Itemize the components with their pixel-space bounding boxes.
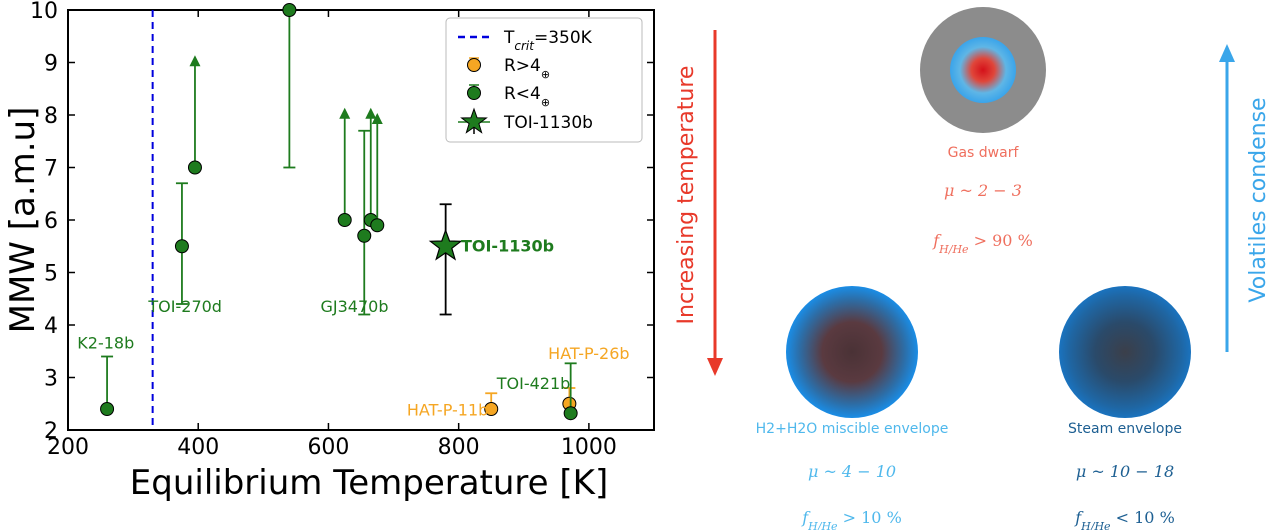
data-point-marker	[357, 228, 372, 243]
point-annotation: TOI-270d	[147, 297, 222, 316]
point-annotation: HAT-P-26b	[548, 344, 629, 363]
mmw-scatter-chart: 200 400 600 800 1000 2 3 4 5 6 7 8 9 10 K2-18b TOI-270…	[3, 0, 655, 503]
legend-large-marker	[467, 58, 481, 72]
data-point-limit-arrow	[365, 107, 377, 119]
y-tick-label: 10	[30, 0, 58, 24]
x-tick-label: 1000	[561, 435, 617, 460]
y-tick-label: 2	[44, 419, 58, 444]
legend-small-label: R<4⊕	[504, 84, 550, 109]
increasing-temperature-arrowhead	[707, 358, 723, 376]
steam-envelope-fraction: fH/He < 10 %	[1074, 508, 1175, 530]
gas-dwarf-mu: μ ~ 2 − 3	[944, 181, 1022, 200]
data-point-marker	[282, 3, 297, 17]
legend-large-label: R>4⊕	[504, 56, 550, 81]
x-tick-label: 200	[47, 435, 89, 460]
y-tick-label: 3	[44, 367, 58, 392]
legend: Tcrit=350K R>4⊕ R<4⊕ TOI-1130b	[445, 17, 643, 143]
data-point-marker	[100, 402, 115, 416]
miscible-envelope-planet	[786, 286, 918, 418]
steam-envelope-caption: Steam envelope	[1068, 421, 1182, 437]
legend-frame	[445, 17, 643, 143]
data-point-limit-arrow	[339, 107, 351, 119]
data-point-marker	[187, 160, 202, 175]
x-tick-label: 600	[307, 435, 349, 460]
legend-tcrit-label: Tcrit=350K	[503, 28, 593, 53]
steam-envelope-mu: μ ~ 10 − 18	[1076, 462, 1174, 481]
envelope-schematic: Increasing temperature Volatiles condens…	[674, 7, 1271, 530]
point-annotation: K2-18b	[77, 334, 134, 353]
point-annotation: HAT-P-11b	[407, 400, 488, 419]
data-point-marker	[370, 218, 385, 233]
volatiles-condense-arrowhead	[1219, 44, 1235, 62]
data-point-marker	[484, 402, 499, 416]
increasing-temperature-label: Increasing temperature	[674, 66, 699, 325]
star-point-marker	[428, 228, 463, 261]
y-tick-label: 5	[44, 262, 58, 287]
y-tick-label: 4	[44, 314, 58, 339]
point-annotation: GJ3470b	[320, 297, 388, 316]
axis-ticks: 200 400 600 800 1000 2 3 4 5 6 7 8 9 10	[30, 0, 654, 460]
point-annotation: TOI-1130b	[461, 237, 554, 256]
y-tick-label: 7	[44, 157, 58, 182]
gas-dwarf-fraction: fH/He > 90 %	[932, 231, 1033, 256]
data-point-marker	[337, 213, 352, 227]
legend-star-label: TOI-1130b	[503, 113, 593, 133]
data-point-marker	[563, 406, 578, 421]
miscible-envelope-fraction: fH/He > 10 %	[801, 508, 902, 530]
legend-small-marker	[467, 86, 481, 100]
data-point-limit-arrow	[189, 55, 201, 67]
volatiles-condense-label: Volatiles condense	[1246, 97, 1271, 302]
data-point-marker	[174, 239, 189, 254]
miscible-envelope-mu: μ ~ 4 − 10	[808, 462, 896, 481]
data-marks	[100, 3, 578, 430]
legend-star-marker	[460, 107, 488, 134]
point-annotation: TOI-421b	[496, 374, 571, 393]
gas-dwarf-core	[950, 37, 1016, 103]
gas-dwarf-caption: Gas dwarf	[948, 145, 1020, 161]
point-annotations: K2-18b TOI-270d GJ3470b TOI-1130b TOI-421b HA…	[77, 237, 629, 420]
y-tick-label: 8	[44, 104, 58, 129]
steam-envelope-planet	[1059, 286, 1191, 418]
x-axis-title: Equilibrium Temperature [K]	[130, 463, 608, 503]
y-tick-label: 9	[44, 52, 58, 77]
x-tick-label: 400	[177, 435, 219, 460]
data-point-limit-arrow	[371, 113, 383, 124]
y-axis-title: MMW [a.m.u]	[3, 107, 43, 334]
y-tick-label: 6	[44, 209, 58, 234]
x-tick-label: 800	[438, 435, 480, 460]
miscible-envelope-caption: H2+H2O miscible envelope	[756, 421, 949, 437]
